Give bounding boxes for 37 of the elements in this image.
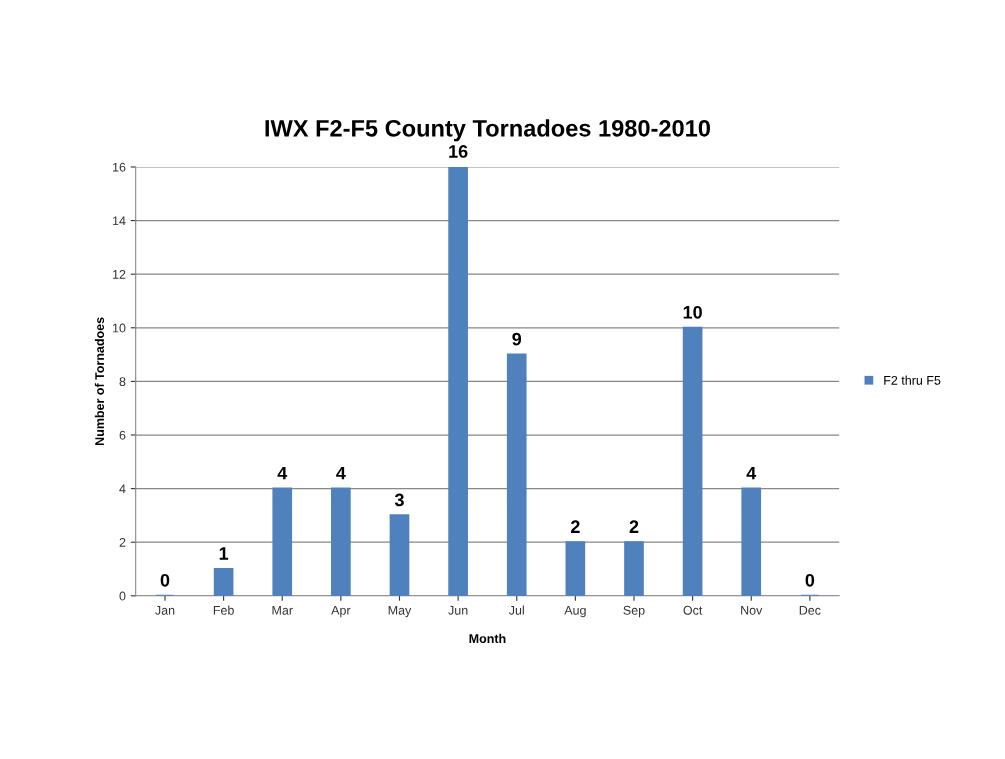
x-tick-label: Dec [799,606,821,615]
y-tick-label: 12 [113,269,126,279]
legend-label: F2 thru F5 [884,375,941,385]
x-tick-label: Nov [741,606,763,615]
data-label: 4 [336,466,346,480]
x-tick-label: Mar [272,606,293,615]
data-label: 0 [805,573,815,587]
y-tick-label: 8 [119,377,126,387]
x-axis-title: Month [469,633,506,644]
x-tick-label: Sep [623,605,645,618]
x-tick-label: Jun [448,606,468,615]
y-tick-label: 4 [119,484,126,494]
data-label: 2 [570,520,580,533]
y-tick-label: 14 [113,216,126,226]
y-tick-label: 2 [119,538,126,547]
x-tick-label: Apr [331,606,351,618]
data-label: 1 [219,547,229,560]
x-tick-label: Aug [564,606,586,618]
data-label: 9 [512,332,522,346]
y-tick-label: 10 [113,323,126,333]
y-tick-label: 16 [113,162,126,172]
x-tick-label: Jul [508,605,524,615]
y-tick-label: 0 [119,591,126,601]
data-label: 3 [394,493,404,507]
data-label: 16 [449,145,468,158]
data-label: 10 [683,305,702,319]
x-tick-label: Jan [155,606,175,615]
data-label: 2 [629,520,639,533]
y-axis-title: Number of Tornadoes [94,317,105,446]
data-label: 4 [746,466,757,480]
x-tick-label: Feb [213,605,234,615]
data-label: 0 [160,573,170,587]
chart-title: IWX F2-F5 County Tornadoes 1980-2010 [265,119,710,142]
x-tick-label: May [388,606,412,618]
y-tick-label: 6 [119,430,126,440]
x-tick-label: Oct [683,605,703,615]
data-label: 4 [277,466,288,480]
